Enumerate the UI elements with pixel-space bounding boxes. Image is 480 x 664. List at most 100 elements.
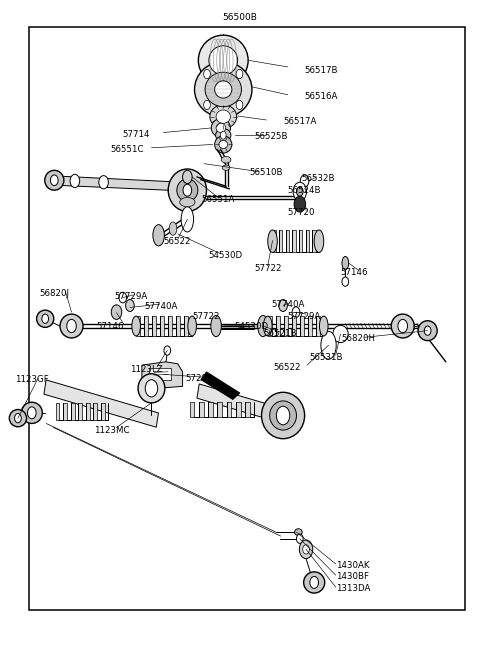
Circle shape xyxy=(293,182,307,201)
Text: 57714: 57714 xyxy=(123,130,150,139)
Circle shape xyxy=(236,69,243,78)
Circle shape xyxy=(303,544,310,554)
Ellipse shape xyxy=(21,402,42,424)
Polygon shape xyxy=(142,362,182,388)
Ellipse shape xyxy=(168,169,206,211)
Text: 57729A: 57729A xyxy=(115,292,148,301)
Circle shape xyxy=(300,540,313,558)
Text: 56820J: 56820J xyxy=(39,289,69,298)
Ellipse shape xyxy=(198,35,248,86)
Text: 57740A: 57740A xyxy=(271,300,304,309)
Ellipse shape xyxy=(211,119,230,137)
Text: 57146: 57146 xyxy=(96,322,124,331)
Ellipse shape xyxy=(153,224,164,246)
Text: 57740A: 57740A xyxy=(144,301,178,311)
Circle shape xyxy=(126,299,134,311)
Polygon shape xyxy=(48,175,182,191)
Circle shape xyxy=(70,174,80,187)
Text: 56551A: 56551A xyxy=(202,195,235,204)
Ellipse shape xyxy=(211,315,221,337)
Text: 1313DA: 1313DA xyxy=(336,584,370,593)
Circle shape xyxy=(99,175,108,189)
Ellipse shape xyxy=(45,171,64,190)
Ellipse shape xyxy=(342,256,348,270)
Text: 56524B: 56524B xyxy=(287,186,321,195)
Text: 54530D: 54530D xyxy=(234,322,268,331)
Text: 57146: 57146 xyxy=(340,268,368,277)
Polygon shape xyxy=(136,316,192,336)
Circle shape xyxy=(342,277,348,286)
Text: 56517A: 56517A xyxy=(283,117,316,125)
Circle shape xyxy=(111,305,122,319)
Circle shape xyxy=(300,175,309,187)
Polygon shape xyxy=(190,402,254,418)
Ellipse shape xyxy=(391,314,414,338)
Ellipse shape xyxy=(169,222,177,235)
Circle shape xyxy=(67,319,76,333)
Circle shape xyxy=(236,100,243,110)
Ellipse shape xyxy=(194,62,252,118)
Ellipse shape xyxy=(209,46,238,75)
Ellipse shape xyxy=(215,136,232,153)
Circle shape xyxy=(164,346,170,355)
Text: 56500B: 56500B xyxy=(223,13,257,22)
Polygon shape xyxy=(149,369,170,380)
Ellipse shape xyxy=(268,230,277,252)
Ellipse shape xyxy=(138,374,165,403)
Ellipse shape xyxy=(215,81,232,98)
Circle shape xyxy=(145,380,157,397)
Circle shape xyxy=(50,175,58,185)
Circle shape xyxy=(276,406,290,425)
Ellipse shape xyxy=(270,401,297,430)
Circle shape xyxy=(398,319,408,333)
Circle shape xyxy=(310,576,319,588)
Polygon shape xyxy=(56,403,108,420)
Text: 1123GF: 1123GF xyxy=(15,375,49,384)
Text: 56820H: 56820H xyxy=(341,334,375,343)
Ellipse shape xyxy=(221,157,231,163)
Text: 56532B: 56532B xyxy=(301,175,335,183)
Ellipse shape xyxy=(188,316,196,336)
Polygon shape xyxy=(44,380,158,427)
Ellipse shape xyxy=(132,316,141,336)
Text: 56510B: 56510B xyxy=(250,169,283,177)
Ellipse shape xyxy=(9,410,26,427)
Polygon shape xyxy=(273,230,319,252)
Ellipse shape xyxy=(216,110,230,124)
Ellipse shape xyxy=(333,325,348,343)
Text: 57722: 57722 xyxy=(192,311,220,321)
Circle shape xyxy=(42,314,48,323)
Ellipse shape xyxy=(321,331,336,359)
Text: 1430BF: 1430BF xyxy=(336,572,369,581)
Circle shape xyxy=(119,292,127,303)
Ellipse shape xyxy=(258,315,268,337)
Circle shape xyxy=(182,171,192,183)
Ellipse shape xyxy=(36,310,54,327)
Text: 56531B: 56531B xyxy=(310,353,343,362)
Ellipse shape xyxy=(177,179,198,201)
Polygon shape xyxy=(268,316,324,336)
Polygon shape xyxy=(201,372,240,400)
Text: 56525B: 56525B xyxy=(254,132,288,141)
Text: 56517B: 56517B xyxy=(305,66,338,75)
Bar xyxy=(29,27,465,610)
Circle shape xyxy=(279,299,288,311)
Text: 56551C: 56551C xyxy=(111,145,144,154)
Ellipse shape xyxy=(180,197,195,207)
Circle shape xyxy=(204,100,210,110)
Ellipse shape xyxy=(264,316,272,336)
Ellipse shape xyxy=(181,207,193,232)
Text: 57729A: 57729A xyxy=(288,311,321,321)
Circle shape xyxy=(297,534,303,543)
Text: 1123MC: 1123MC xyxy=(94,426,130,434)
Ellipse shape xyxy=(295,529,302,535)
Text: 56522: 56522 xyxy=(274,363,301,372)
Text: 57722: 57722 xyxy=(254,264,282,273)
Ellipse shape xyxy=(173,179,187,193)
Ellipse shape xyxy=(262,392,305,439)
Ellipse shape xyxy=(222,165,230,171)
Text: 1123LZ: 1123LZ xyxy=(130,365,163,374)
Text: 56521B: 56521B xyxy=(263,329,297,339)
Text: 1430AK: 1430AK xyxy=(336,560,369,570)
Ellipse shape xyxy=(205,72,241,107)
